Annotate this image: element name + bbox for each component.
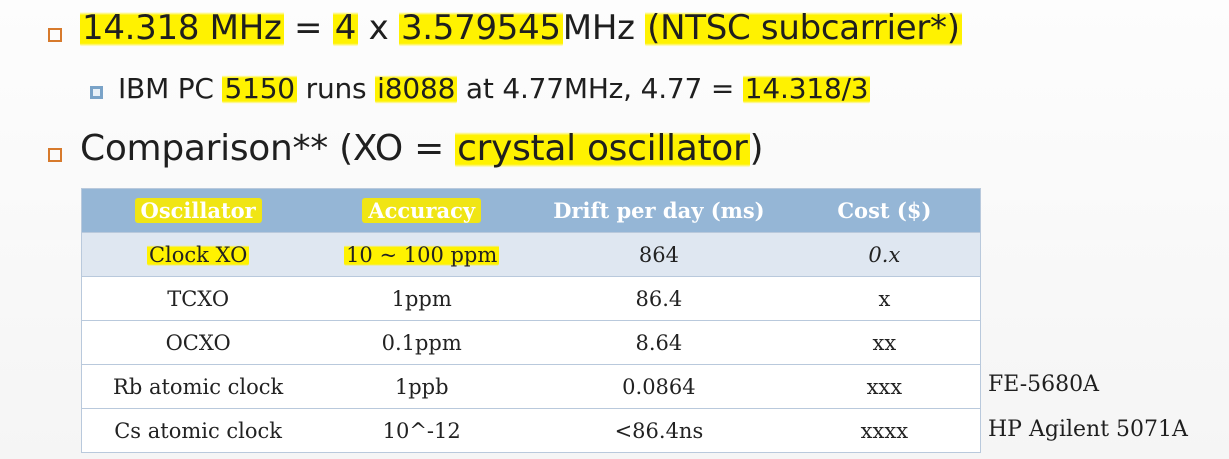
table-cell: 8.64: [529, 320, 789, 365]
table-cell: 0.1ppm: [314, 320, 530, 365]
table-cell: Clock XO: [81, 232, 315, 277]
runs-text: runs: [296, 72, 376, 105]
sub-bullet-line-ibm: IBM PC 5150 runs i8088 at 4.77MHz, 4.77 …: [118, 72, 871, 105]
oscillator-comparison-table: Oscillator Accuracy Drift per day (ms) C…: [81, 188, 981, 453]
table-cell: xxxx: [788, 408, 981, 453]
header-accuracy: Accuracy: [314, 188, 530, 233]
sub-bullet-square-icon: [90, 86, 103, 99]
table-row: OCXO 0.1ppm 8.64 xx: [81, 320, 981, 365]
table-cell: 1ppb: [314, 364, 530, 409]
cpu-highlight: i8088: [375, 72, 458, 105]
table-cell: 10 ~ 100 ppm: [314, 232, 530, 277]
table-header-row: Oscillator Accuracy Drift per day (ms) C…: [81, 188, 981, 233]
table-cell: <86.4ns: [529, 408, 789, 453]
division-highlight: 14.318/3: [742, 72, 871, 105]
mhz-text: MHz: [562, 8, 646, 48]
table-cell: 0.0864: [529, 364, 789, 409]
header-drift: Drift per day (ms): [529, 188, 789, 233]
table-cell: x: [788, 276, 981, 321]
ibm-text: IBM PC: [118, 72, 223, 105]
table-cell: xxx: [788, 364, 981, 409]
rb-model-note: FE-5680A: [988, 372, 1100, 397]
comparison-text: Comparison** (XO =: [80, 128, 456, 169]
multiplier-highlight: 4: [332, 8, 359, 48]
table-cell: Cs atomic clock: [81, 408, 315, 453]
crystal-oscillator-highlight: crystal oscillator: [455, 128, 750, 169]
table-cell: xx: [788, 320, 981, 365]
table-cell: Rb atomic clock: [81, 364, 315, 409]
bullet-square-icon: [48, 148, 62, 162]
bullet-line-frequency: 14.318 MHz = 4 x 3.579545MHz (NTSC subca…: [80, 8, 962, 48]
header-cost: Cost ($): [788, 188, 981, 233]
cs-model-note: HP Agilent 5071A: [988, 417, 1188, 442]
table-cell: 10^-12: [314, 408, 530, 453]
table-row: Cs atomic clock 10^-12 <86.4ns xxxx: [81, 408, 981, 453]
subcarrier-value-highlight: 3.579545: [398, 8, 563, 48]
model-highlight: 5150: [222, 72, 297, 105]
table-cell: 86.4: [529, 276, 789, 321]
table-row: TCXO 1ppm 86.4 x: [81, 276, 981, 321]
ntsc-highlight: (NTSC subcarrier*): [645, 8, 962, 48]
table-cell: TCXO: [81, 276, 315, 321]
table-cell: 864: [529, 232, 789, 277]
clock-text: at 4.77MHz, 4.77 =: [457, 72, 743, 105]
close-paren-text: ): [749, 128, 764, 169]
table-row: Rb atomic clock 1ppb 0.0864 xxx: [81, 364, 981, 409]
table-cell: 1ppm: [314, 276, 530, 321]
table-row: Clock XO 10 ~ 100 ppm 864 0.x: [81, 232, 981, 277]
times-text: x: [358, 8, 399, 48]
header-oscillator: Oscillator: [81, 188, 315, 233]
bullet-square-icon: [48, 28, 62, 42]
table-cell: 0.x: [788, 232, 981, 277]
equals-text: =: [283, 8, 333, 48]
freq-highlight: 14.318 MHz: [80, 8, 284, 48]
table-cell: OCXO: [81, 320, 315, 365]
bullet-line-comparison: Comparison** (XO = crystal oscillator): [80, 128, 764, 169]
